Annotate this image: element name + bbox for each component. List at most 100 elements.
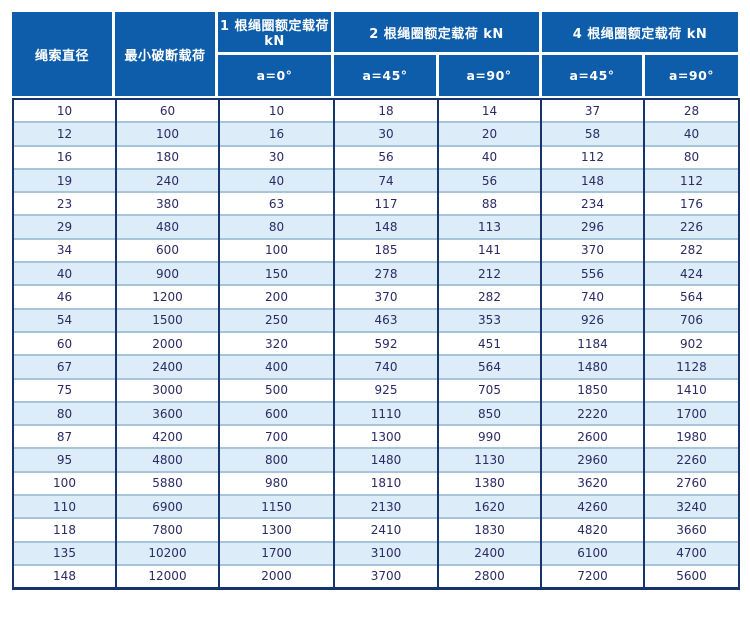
header-group-4-loop: 4 根绳圈额定载荷 kN — [542, 12, 738, 52]
table-cell: 118 — [12, 517, 117, 542]
table-row: 46 1200 200 370 282 740 564 — [12, 284, 740, 309]
table-cell: 800 — [218, 447, 335, 472]
table-cell: 926 — [540, 307, 645, 332]
header-angle-a90-4loop: a=90° — [645, 55, 738, 96]
table-cell: 3240 — [643, 494, 740, 519]
table-cell: 87 — [12, 424, 117, 449]
table-cell: 1980 — [643, 424, 740, 449]
table-cell: 900 — [115, 261, 220, 286]
table-row: 100 5880 980 1810 1380 3620 2760 — [12, 470, 740, 496]
table-header: 绳索直径 最小破断载荷 1 根绳圈额定载荷 kN 2 根绳圈额定载荷 kN 4 … — [12, 12, 738, 96]
table-cell: 14 — [437, 99, 542, 123]
table-cell: 463 — [333, 307, 439, 332]
header-angle-a90-2loop: a=90° — [439, 55, 539, 96]
table-cell: 1130 — [437, 447, 542, 472]
table-cell: 902 — [643, 330, 740, 356]
table-cell: 4200 — [115, 424, 220, 449]
table-cell: 250 — [218, 307, 335, 332]
table-cell: 353 — [437, 307, 542, 332]
table-cell: 18 — [333, 99, 439, 123]
table-cell: 2400 — [115, 354, 220, 379]
table-cell: 185 — [333, 237, 439, 263]
table-cell: 850 — [437, 400, 542, 426]
table-cell: 110 — [12, 494, 117, 519]
header-angle-a45-4loop: a=45° — [542, 55, 642, 96]
table-cell: 100 — [115, 121, 220, 146]
table-cell: 925 — [333, 377, 439, 402]
table-row: 60 2000 320 592 451 1184 902 — [12, 330, 740, 356]
table-cell: 1200 — [115, 284, 220, 309]
header-min-breaking-load: 最小破断载荷 — [115, 12, 215, 96]
table-cell: 180 — [115, 144, 220, 169]
table-cell: 100 — [12, 470, 117, 496]
table-cell: 278 — [333, 261, 439, 286]
table-row: 34 600 100 185 141 370 282 — [12, 237, 740, 263]
table-cell: 75 — [12, 377, 117, 402]
table-cell: 67 — [12, 354, 117, 379]
table-cell: 564 — [643, 284, 740, 309]
table-cell: 3000 — [115, 377, 220, 402]
table-cell: 117 — [333, 191, 439, 216]
table-cell: 80 — [218, 214, 335, 239]
table-cell: 706 — [643, 307, 740, 332]
table-cell: 20 — [437, 121, 542, 146]
table-cell: 200 — [218, 284, 335, 309]
table-cell: 176 — [643, 191, 740, 216]
table-cell: 3100 — [333, 540, 439, 565]
table-cell: 5880 — [115, 470, 220, 496]
table-cell: 150 — [218, 261, 335, 286]
table-cell: 56 — [333, 144, 439, 169]
table-cell: 3600 — [115, 400, 220, 426]
table-row: 118 7800 1300 2410 1830 4820 3660 — [12, 517, 740, 542]
table-cell: 7200 — [540, 563, 645, 589]
table-cell: 990 — [437, 424, 542, 449]
table-cell: 30 — [333, 121, 439, 146]
table-cell: 1620 — [437, 494, 542, 519]
table-cell: 148 — [12, 563, 117, 589]
table-cell: 2410 — [333, 517, 439, 542]
table-cell: 10 — [12, 99, 117, 123]
table-cell: 2600 — [540, 424, 645, 449]
table-cell: 296 — [540, 214, 645, 239]
table-cell: 2130 — [333, 494, 439, 519]
table-row: 10 60 10 18 14 37 28 — [12, 99, 740, 123]
table-row: 135 10200 1700 3100 2400 6100 4700 — [12, 540, 740, 565]
table-cell: 2000 — [218, 563, 335, 589]
table-cell: 40 — [437, 144, 542, 169]
table-cell: 28 — [643, 99, 740, 123]
load-rating-table: 10 60 10 18 14 37 28 12 100 16 30 20 58 40 16 180 30 56 40… — [12, 98, 740, 590]
table-cell: 2000 — [115, 330, 220, 356]
header-rope-diameter: 绳索直径 — [12, 12, 112, 96]
table-cell: 740 — [333, 354, 439, 379]
table-cell: 740 — [540, 284, 645, 309]
table-row: 75 3000 500 925 705 1850 1410 — [12, 377, 740, 402]
table-cell: 380 — [115, 191, 220, 216]
table-cell: 2960 — [540, 447, 645, 472]
table-cell: 1700 — [218, 540, 335, 565]
table-cell: 148 — [333, 214, 439, 239]
table-cell: 2760 — [643, 470, 740, 496]
table-cell: 80 — [12, 400, 117, 426]
table-cell: 705 — [437, 377, 542, 402]
table-cell: 451 — [437, 330, 542, 356]
table-cell: 4260 — [540, 494, 645, 519]
table-cell: 100 — [218, 237, 335, 263]
table-body: 10 60 10 18 14 37 28 12 100 16 30 20 58 40 16 180 30 56 40… — [12, 99, 740, 589]
table-cell: 58 — [540, 121, 645, 146]
table-cell: 19 — [12, 167, 117, 193]
table-cell: 60 — [115, 99, 220, 123]
table-cell: 141 — [437, 237, 542, 263]
table-cell: 74 — [333, 167, 439, 193]
table-cell: 1480 — [333, 447, 439, 472]
header-group-1-loop: 1 根绳圈额定载荷 kN — [218, 12, 331, 52]
table-cell: 2800 — [437, 563, 542, 589]
table-cell: 95 — [12, 447, 117, 472]
table-cell: 80 — [643, 144, 740, 169]
table-cell: 29 — [12, 214, 117, 239]
table-row: 12 100 16 30 20 58 40 — [12, 121, 740, 146]
table-cell: 40 — [218, 167, 335, 193]
table-cell: 2220 — [540, 400, 645, 426]
table-cell: 4820 — [540, 517, 645, 542]
table-cell: 1850 — [540, 377, 645, 402]
table-cell: 600 — [218, 400, 335, 426]
